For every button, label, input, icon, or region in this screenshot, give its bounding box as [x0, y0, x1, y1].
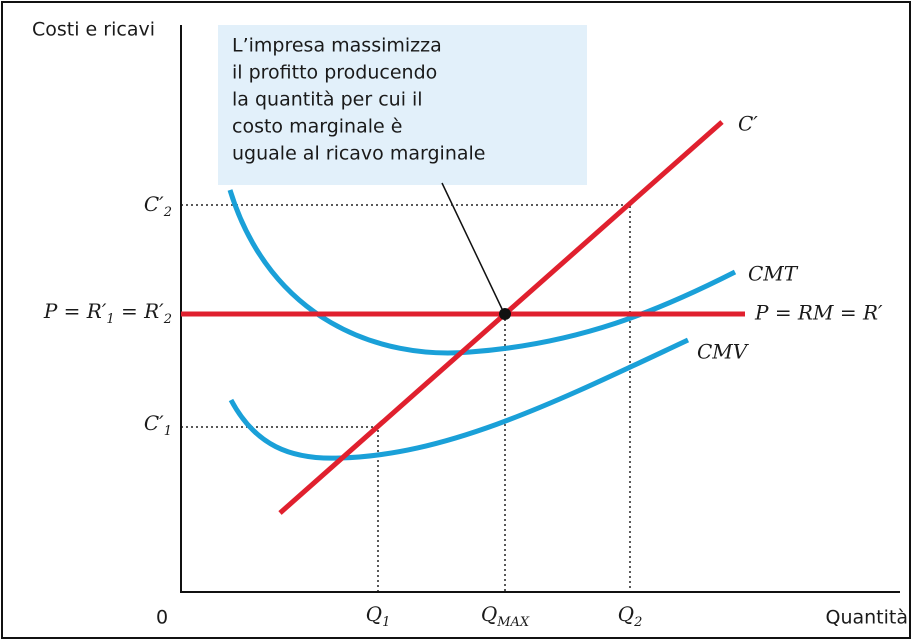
- label-sub: 1: [382, 615, 390, 630]
- callout-line: il profitto producendo: [232, 62, 437, 84]
- label-sub: 1: [164, 424, 172, 439]
- callout-line: L’impresa massimizza: [232, 35, 442, 57]
- label-main: Q: [618, 602, 634, 626]
- avc-curve: [228, 337, 690, 461]
- y-mark-label: P = R′1 = R′2: [43, 299, 172, 327]
- curve-label: C′: [738, 112, 758, 136]
- origin-label: 0: [156, 607, 168, 629]
- label-sub: 1: [106, 312, 114, 327]
- label-main: Q: [481, 602, 497, 626]
- y-axis-label: Costi e ricavi: [32, 19, 155, 41]
- callout-line: uguale al ricavo marginale: [232, 143, 485, 165]
- x-axis-label: Quantità: [825, 607, 908, 629]
- x-mark-label: Q2: [618, 602, 643, 630]
- y-mark-label: C′1: [144, 411, 172, 439]
- callout-line: la quantità per cui il: [232, 89, 423, 111]
- label-main: = R′: [115, 299, 165, 323]
- guide-line: [181, 204, 631, 592]
- curve-label: CMV: [697, 340, 750, 364]
- label-sub: MAX: [496, 615, 530, 630]
- label-main: C′: [144, 192, 164, 216]
- label-sub: 2: [163, 205, 172, 220]
- x-mark-label: Q1: [366, 602, 391, 630]
- curve-label: CMT: [748, 262, 799, 286]
- equilibrium-point: [499, 308, 511, 320]
- atc-curve: [227, 189, 737, 356]
- leader-line: [441, 182, 504, 312]
- label-sub: 2: [163, 312, 172, 327]
- callout-box: [218, 25, 587, 185]
- label-main: Q: [366, 602, 382, 626]
- y-mark-label: C′2: [144, 192, 172, 220]
- curve-label: P = RM = R′: [754, 301, 883, 325]
- label-sub: 2: [633, 615, 642, 630]
- callout-line: costo marginale è: [232, 116, 402, 138]
- callout-text: L’impresa massimizza il profitto produce…: [232, 35, 485, 165]
- label-main: P = R′: [43, 299, 107, 323]
- x-mark-label: QMAX: [481, 602, 530, 630]
- label-main: C′: [144, 411, 164, 435]
